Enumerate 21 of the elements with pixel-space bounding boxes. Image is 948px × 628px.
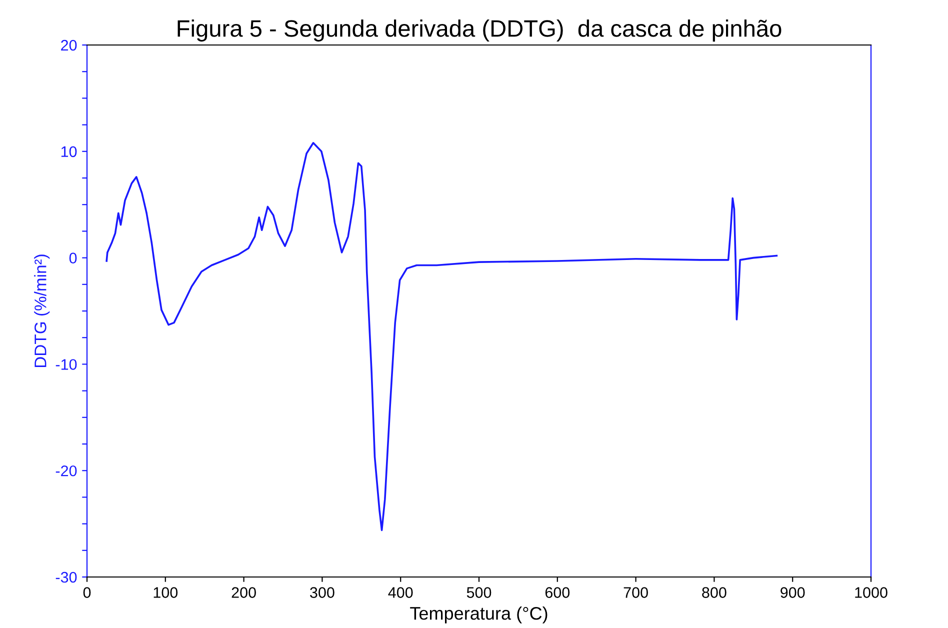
y-tick-label: -10 bbox=[56, 359, 77, 370]
x-tick-label: 900 bbox=[780, 587, 805, 598]
y-axis-title: DDTG (%/min²) bbox=[34, 254, 50, 368]
y-tick-label: 20 bbox=[61, 40, 77, 51]
y-tick-label: 10 bbox=[61, 146, 77, 158]
x-tick-label: 600 bbox=[545, 587, 570, 598]
y-tick-label: -30 bbox=[56, 572, 77, 583]
x-tick-label: 500 bbox=[466, 587, 492, 598]
y-tick-label: 0 bbox=[69, 252, 77, 264]
x-tick-label: 1000 bbox=[855, 587, 888, 598]
chart-title: Figura 5 - Segunda derivada (DDTG) da casca de pinhão bbox=[178, 20, 782, 42]
x-tick-label: 700 bbox=[624, 587, 648, 598]
x-tick-label: 0 bbox=[83, 587, 91, 598]
x-tick-label: 300 bbox=[310, 587, 334, 598]
y-tick-label: -20 bbox=[56, 465, 77, 476]
x-tick-label: 200 bbox=[232, 587, 256, 598]
x-axis-title: Temperatura (°C) bbox=[410, 606, 548, 624]
x-tick-label: 800 bbox=[702, 587, 726, 598]
x-tick-label: 400 bbox=[388, 587, 413, 598]
x-tick-label: 100 bbox=[154, 587, 178, 598]
line-series bbox=[106, 142, 778, 532]
